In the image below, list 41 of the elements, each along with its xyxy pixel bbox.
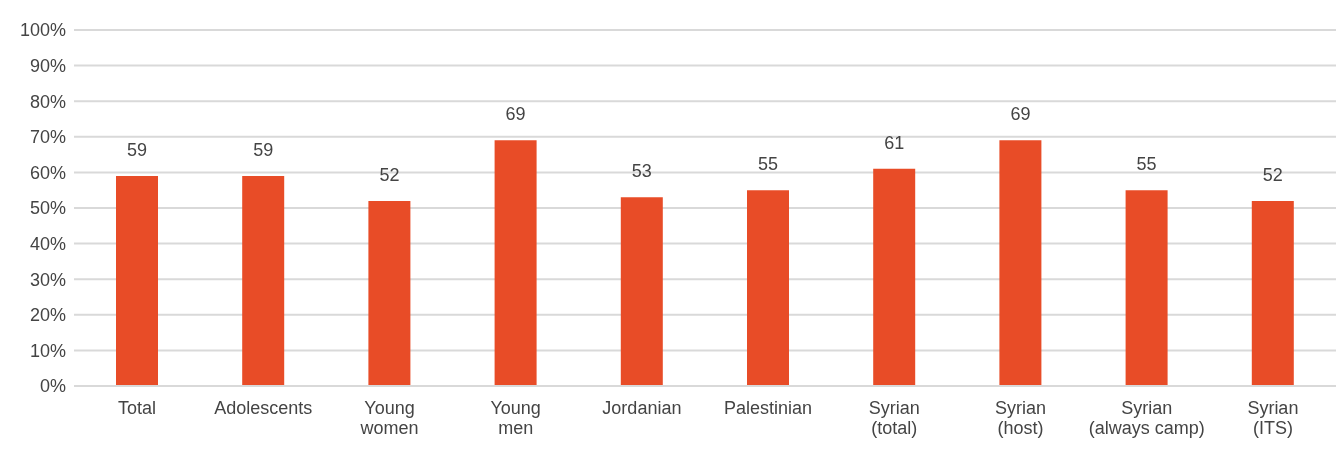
x-tick-label: Syrian (host) [994, 398, 1047, 438]
bar [1125, 190, 1168, 386]
x-tick-label: Adolescents [214, 398, 313, 418]
y-tick-label: 0% [39, 376, 66, 397]
y-tick-label: 50% [29, 198, 66, 219]
bar [242, 175, 285, 386]
data-label: 59 [253, 139, 274, 160]
data-label: 69 [1010, 104, 1031, 125]
data-label: 69 [505, 104, 526, 125]
x-tick-label: Palestinian [724, 398, 813, 418]
data-label: 52 [379, 164, 400, 185]
y-tick-label: 60% [29, 162, 66, 183]
x-tick-label: Young women [359, 398, 419, 438]
data-label: 55 [1136, 154, 1157, 175]
bar [1251, 200, 1294, 386]
x-tick-label: Young men [490, 398, 541, 438]
data-label: 52 [1262, 164, 1283, 185]
y-tick-label: 90% [29, 55, 66, 76]
y-tick-label: 80% [29, 91, 66, 112]
y-tick-label: 10% [29, 340, 66, 361]
y-tick-label: 100% [19, 20, 66, 41]
bar [873, 168, 916, 386]
data-label: 53 [631, 161, 652, 182]
bar [620, 197, 663, 386]
x-tick-label: Syrian (total) [868, 398, 920, 438]
y-tick-label: 40% [29, 233, 66, 254]
y-tick-label: 30% [29, 269, 66, 290]
y-tick-label: 70% [29, 127, 66, 148]
bar [494, 140, 537, 386]
data-label: 61 [884, 132, 905, 153]
data-label: 55 [757, 154, 779, 175]
x-tick-label: Syrian (ITS) [1247, 398, 1299, 438]
x-tick-label: Syrian (always camp) [1088, 398, 1205, 438]
data-label: 59 [126, 139, 148, 160]
bar [747, 190, 789, 386]
x-tick-label: Jordanian [602, 398, 682, 418]
bar [368, 200, 411, 386]
x-tick-label: Total [118, 398, 157, 418]
y-tick-label: 20% [29, 305, 66, 326]
bar [116, 175, 158, 386]
bar [999, 140, 1042, 386]
